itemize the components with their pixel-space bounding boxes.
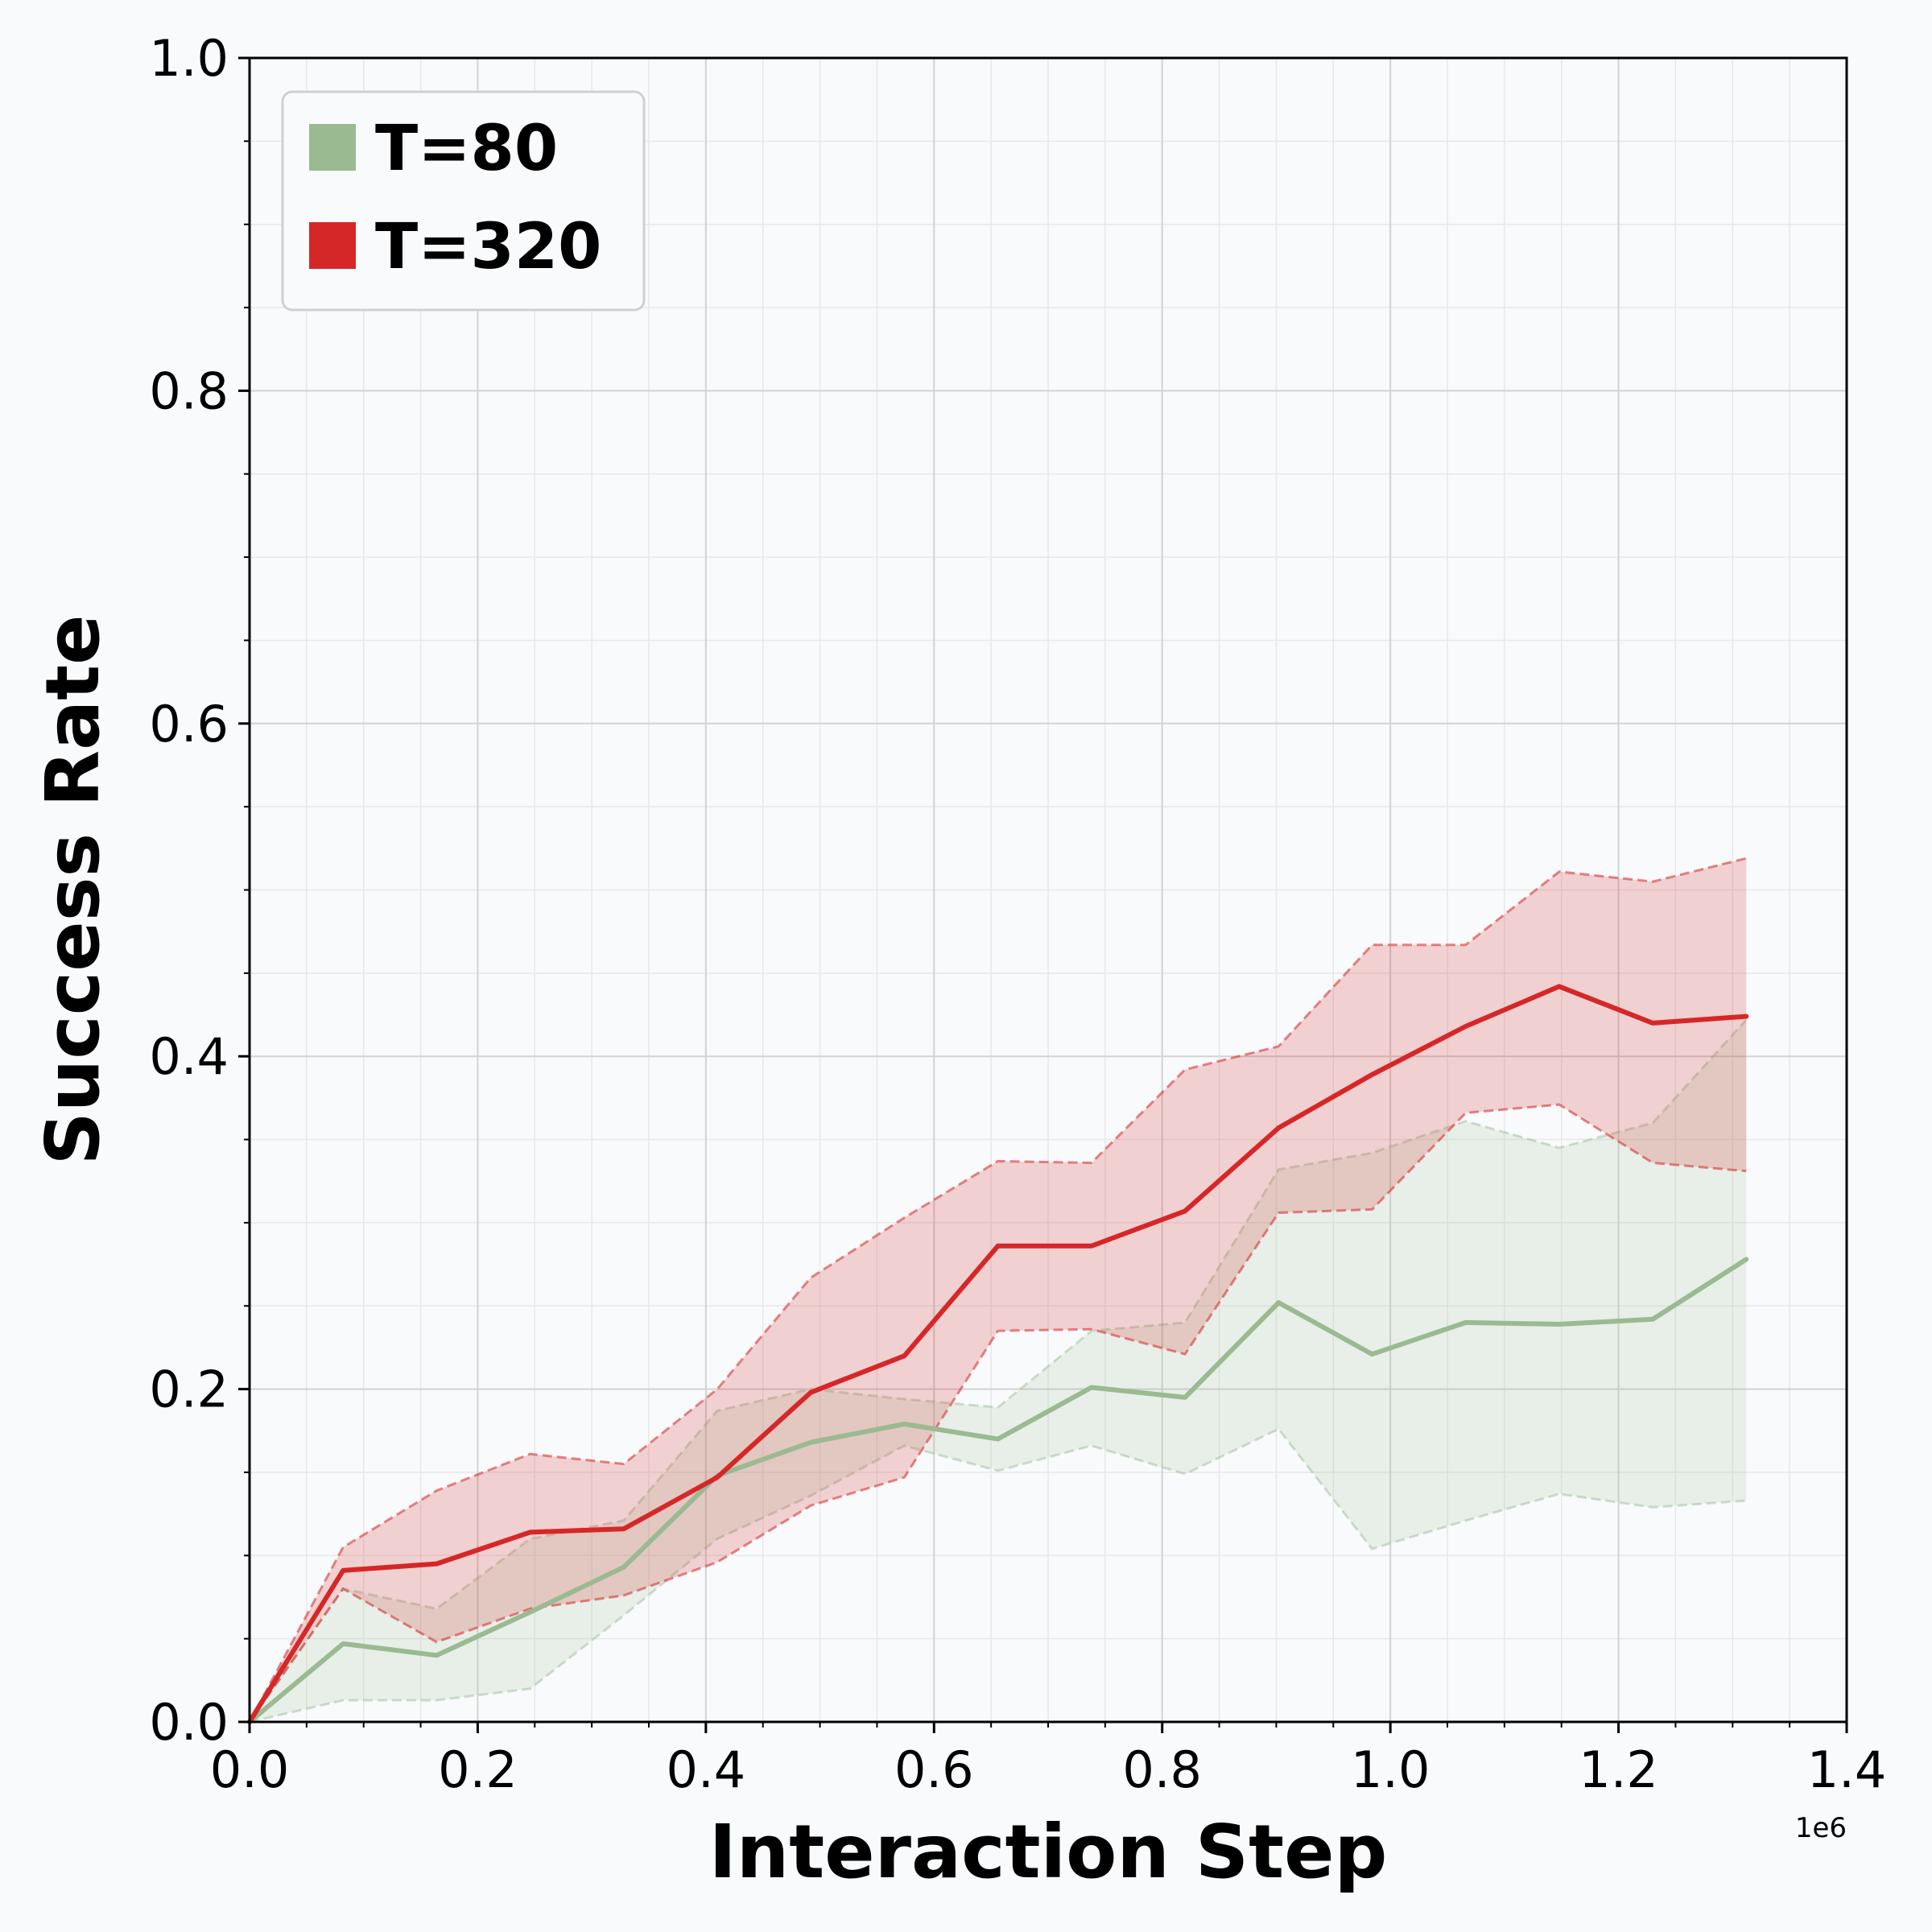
x-tick-labels: 0.0 0.2 0.4 0.6 0.8 1.0 1.2 1.4	[210, 1740, 1887, 1799]
legend-label-t80: T=80	[375, 113, 558, 185]
x-tick-label: 0.8	[1122, 1740, 1202, 1799]
x-tick-label: 0.6	[894, 1740, 974, 1799]
x-tick-label: 1.0	[1351, 1740, 1430, 1799]
y-tick-label: 0.4	[149, 1027, 229, 1086]
legend-label-t320: T=320	[375, 211, 601, 283]
x-tick-label: 1.2	[1579, 1740, 1658, 1799]
x-axis-offset-label: 1e6	[1795, 1812, 1847, 1844]
y-tick-label: 0.8	[149, 361, 229, 420]
legend: T=80 T=320	[281, 90, 646, 312]
x-tick-label: 1.4	[1807, 1740, 1887, 1799]
y-axis-label: Success Rate	[30, 614, 116, 1165]
band-upper-t80	[248, 1018, 1748, 1723]
legend-box	[281, 90, 646, 312]
line-t320	[247, 984, 1749, 1724]
band-lower-t80	[249, 1427, 1747, 1724]
x-tick-label: 0.4	[667, 1740, 746, 1799]
y-tick-label: 0.6	[149, 695, 229, 753]
y-tick-label: 0.0	[149, 1693, 229, 1752]
y-tick-label: 0.2	[149, 1360, 229, 1419]
legend-swatch-t80	[309, 124, 356, 171]
line-t80	[247, 1257, 1749, 1724]
y-tick-labels: 0.0 0.2 0.4 0.6 0.8 1.0	[149, 29, 229, 1752]
x-axis-label: Interaction Step	[709, 1809, 1388, 1895]
x-tick-label: 0.2	[438, 1740, 518, 1799]
legend-swatch-t320	[309, 222, 356, 269]
band-upper-t320	[248, 857, 1747, 1723]
band-t80	[250, 1019, 1747, 1722]
band-lower-t320	[248, 1103, 1747, 1723]
axis-ticks	[238, 56, 1848, 1733]
x-tick-label: 0.0	[210, 1740, 290, 1799]
y-tick-label: 1.0	[149, 29, 229, 88]
series-lines	[247, 984, 1749, 1724]
